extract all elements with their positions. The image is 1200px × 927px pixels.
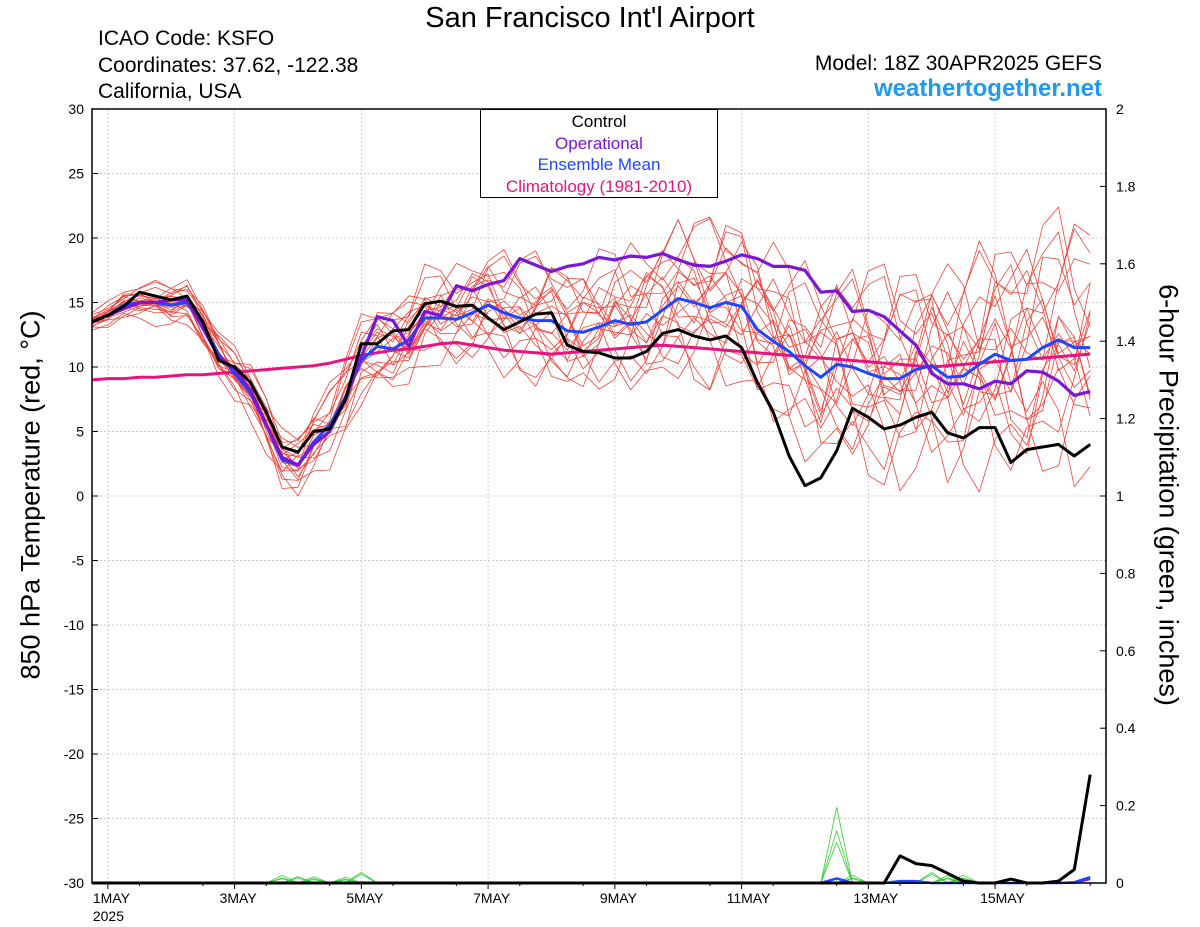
y-tick-label: -25	[64, 811, 84, 827]
y-tick-label: -15	[64, 682, 84, 698]
x-tick-label: 11MAY	[727, 890, 771, 906]
ensemble-member-line	[91, 228, 1091, 443]
model-run: Model: 18Z 30APR2025 GEFS	[814, 52, 1102, 75]
icao-code: ICAO Code: KSFO	[98, 27, 275, 50]
x-tick-label: 5MAY	[346, 890, 384, 906]
x-tick-sublabel: 2025	[93, 908, 124, 924]
y2-tick-label: 0.8	[1116, 565, 1136, 581]
y2-tick-label: 0.4	[1116, 720, 1136, 736]
y-axis-label-right: 6-hour Precipitation (green, inches)	[1153, 284, 1184, 706]
ensemble-member-line	[91, 277, 1091, 497]
x-tick-label: 9MAY	[600, 890, 638, 906]
region: California, USA	[98, 80, 242, 103]
x-tick-label: 1MAY	[93, 890, 131, 906]
y2-tick-label: 1.2	[1116, 411, 1136, 427]
y2-tick-label: 1.4	[1116, 333, 1136, 349]
y-tick-label: 15	[68, 295, 84, 311]
legend-climatology: Climatology (1981-2010)	[505, 176, 693, 196]
legend-operational: Operational	[555, 133, 643, 153]
control-line	[91, 290, 1092, 488]
x-tick-label: 13MAY	[853, 890, 899, 906]
y-tick-label: 30	[68, 101, 84, 117]
y2-tick-label: 0	[1116, 875, 1124, 891]
legend: Control Operational Ensemble Mean Climat…	[480, 109, 718, 198]
x-tick-label: 15MAY	[980, 890, 1026, 906]
y-axis-label-left: 850 hPa Temperature (red, °C)	[15, 310, 46, 680]
y2-tick-label: 0.2	[1116, 798, 1136, 814]
ensemble-member-line	[91, 231, 1091, 481]
legend-control: Control	[571, 112, 627, 131]
y2-tick-label: 2	[1116, 101, 1124, 117]
ensemble-member-line	[91, 295, 1091, 492]
precip-member-line	[92, 830, 1091, 884]
precip-member-line	[92, 872, 1091, 884]
y-tick-label: -5	[72, 553, 85, 569]
y2-tick-label: 0.6	[1116, 643, 1136, 659]
ensemble-member-line	[91, 241, 1091, 470]
y-tick-label: -30	[64, 875, 84, 891]
precip-member-line	[92, 842, 1091, 884]
coordinates: Coordinates: 37.62, -122.38	[98, 54, 359, 77]
website-link[interactable]: weathertogether.net	[873, 75, 1102, 102]
y-tick-label: 0	[76, 488, 84, 504]
y-tick-label: -20	[64, 746, 84, 762]
chart-title: San Francisco Int'l Airport	[425, 2, 755, 34]
y-tick-label: -10	[64, 617, 84, 633]
y2-tick-label: 1.6	[1116, 256, 1136, 272]
ensemble-member-line	[91, 240, 1091, 441]
operational-line	[91, 251, 1091, 467]
y-tick-label: 10	[68, 359, 84, 375]
precip-control-line	[92, 774, 1092, 885]
y-tick-label: 25	[68, 166, 84, 182]
x-tick-label: 7MAY	[473, 890, 511, 906]
y2-tick-label: 1	[1116, 488, 1124, 504]
y2-tick-label: 1.8	[1116, 178, 1136, 194]
legend-ensemble-mean: Ensemble Mean	[537, 155, 661, 174]
ensemble-member-line	[91, 223, 1091, 467]
y-tick-label: 5	[76, 424, 84, 440]
x-tick-label: 3MAY	[220, 890, 258, 906]
y-tick-label: 20	[68, 230, 84, 246]
ensemble-member-line	[91, 297, 1091, 486]
